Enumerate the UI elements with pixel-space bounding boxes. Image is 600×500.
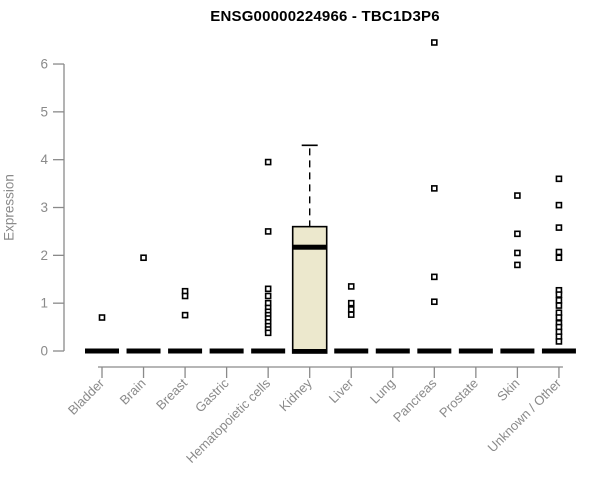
outlier-point	[431, 298, 438, 306]
zero-bar	[375, 348, 410, 354]
outlier-point	[555, 302, 563, 309]
x-category-label: Liver	[326, 375, 357, 406]
outlier-point	[555, 291, 563, 298]
chart-title: ENSG00000224966 - TBC1D3P6	[210, 8, 440, 25]
y-tick-label: 1	[40, 296, 48, 311]
outlier-point	[514, 192, 521, 199]
outlier-point	[555, 314, 563, 321]
outlier-point	[555, 248, 563, 256]
outlier-point	[140, 254, 147, 262]
median-line	[292, 244, 327, 250]
x-category-label: Breast	[153, 375, 190, 412]
x-category-label: Pancreas	[390, 375, 440, 425]
y-tick-label: 0	[40, 344, 48, 359]
outlier-point	[264, 285, 272, 293]
outlier-point	[555, 175, 563, 183]
x-category-label: Kidney	[276, 375, 315, 414]
y-tick-label: 5	[40, 104, 48, 119]
outlier-point	[514, 230, 521, 238]
outlier-point	[347, 311, 355, 318]
outlier-point	[264, 158, 272, 166]
outlier-point	[431, 185, 438, 192]
outlier-point	[514, 261, 521, 269]
outlier-point	[555, 338, 563, 345]
outlier-point	[431, 273, 438, 281]
x-category-label: Lung	[367, 376, 398, 407]
x-category-label: Brain	[117, 376, 149, 408]
x-category-label: Skin	[494, 376, 522, 404]
outlier-point	[181, 311, 189, 319]
zero-bar	[458, 348, 493, 354]
y-tick-label: 2	[40, 248, 48, 263]
outlier-point	[264, 228, 272, 235]
zero-bar	[500, 348, 535, 354]
zero-bar	[85, 348, 119, 354]
outlier-point	[347, 283, 355, 290]
x-category-label: Unknown / Other	[484, 375, 564, 455]
outlier-point	[555, 297, 563, 304]
y-tick-label: 4	[40, 152, 48, 167]
y-tick-label: 3	[40, 200, 48, 215]
outlier-point	[98, 314, 106, 321]
outlier-point	[264, 292, 272, 300]
outlier-point	[514, 249, 521, 257]
x-category-label: Prostate	[436, 376, 481, 421]
outlier-point	[347, 306, 355, 313]
zero-bar	[541, 348, 576, 354]
outlier-point	[555, 254, 563, 262]
outlier-point	[347, 299, 355, 307]
outlier-point	[264, 329, 272, 337]
outlier-point	[181, 292, 189, 300]
zero-bar	[251, 348, 286, 354]
zero-bar	[334, 348, 369, 354]
zero-bar	[417, 348, 452, 354]
x-category-label: Bladder	[65, 375, 108, 418]
zero-bar	[126, 348, 161, 354]
zero-bar	[209, 348, 244, 354]
outlier-point	[555, 224, 563, 231]
box-bottom-line	[292, 349, 327, 354]
y-tick-label: 6	[40, 57, 48, 72]
outlier-point	[555, 201, 563, 209]
x-category-label: Gastric	[192, 375, 232, 415]
outlier-point	[431, 39, 438, 46]
zero-bar	[168, 348, 203, 354]
